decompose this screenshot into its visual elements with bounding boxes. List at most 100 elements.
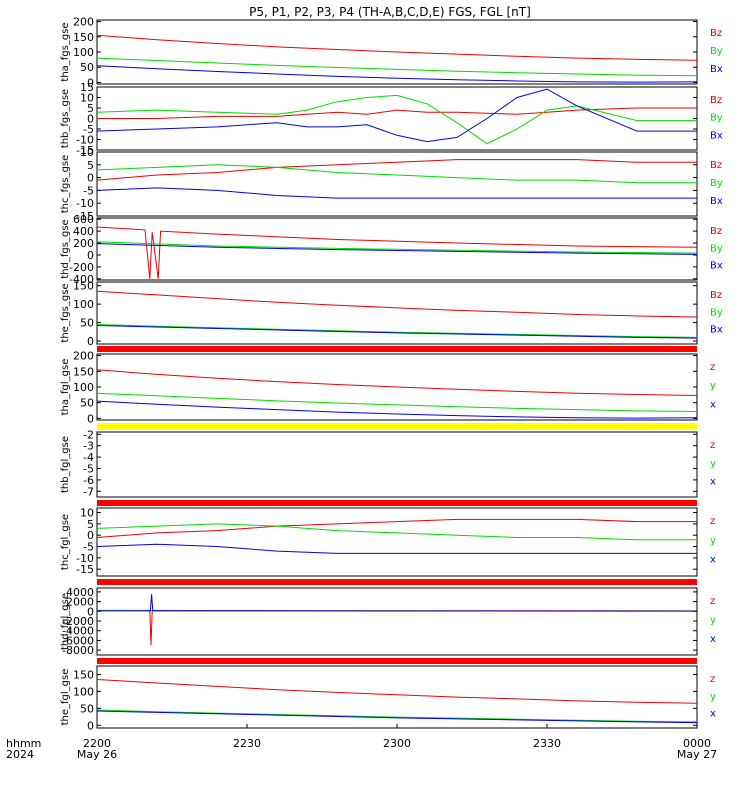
y-tick-label: -8000 xyxy=(62,644,94,657)
legend-entry: By xyxy=(710,178,723,189)
legend-entry: z xyxy=(710,516,715,527)
series-line-Bx xyxy=(96,65,698,83)
y-tick-label: -6 xyxy=(83,474,94,487)
legend-entry: Bx xyxy=(710,130,723,141)
series-line-Bx xyxy=(96,243,698,255)
date-label-start: May 26 xyxy=(77,748,117,761)
y-tick-label: 400 xyxy=(73,225,94,238)
time-axis: hhmm 2024 2200 2230 2300 2330 0000 May 26 May … xyxy=(6,724,717,761)
y-axis-label: thc_fgs_gse xyxy=(60,155,71,214)
series-line-x xyxy=(96,543,697,554)
y-axis-label: thb_fgs_gse xyxy=(60,89,71,148)
series-line-By xyxy=(96,57,698,77)
y-tick-label: -10 xyxy=(76,197,94,210)
overlay-bar xyxy=(97,423,697,430)
y-tick-label: 2000 xyxy=(66,596,94,609)
x-tick-label: 2200 xyxy=(83,737,111,750)
y-tick-label: 5 xyxy=(87,518,94,531)
y-tick-label: -7 xyxy=(83,485,94,498)
y-tick-label: -4 xyxy=(83,451,94,464)
legend-entry: By xyxy=(710,46,723,57)
series-line-z xyxy=(96,679,698,704)
series-line-z xyxy=(96,369,698,396)
y-tick-label: 0 xyxy=(87,719,94,732)
y-tick-label: 50 xyxy=(80,702,94,715)
y-tick-label: 150 xyxy=(73,365,94,378)
series-line-Bx xyxy=(96,187,697,199)
y-axis-label: thc_fgl_gse xyxy=(60,514,71,570)
overlay-bar xyxy=(97,346,697,352)
legend-entry: y xyxy=(710,381,716,392)
legend-entry: x xyxy=(710,477,716,488)
legend-entry: By xyxy=(710,307,723,318)
legend-entry: y xyxy=(710,535,716,546)
legend-entry: Bz xyxy=(710,290,722,301)
y-tick-label: 0 xyxy=(87,529,94,542)
y-tick-label: -5 xyxy=(83,541,94,554)
series-line-y xyxy=(96,392,698,413)
panel-frame xyxy=(96,151,698,217)
series-line-Bz xyxy=(96,226,698,279)
y-tick-label: -200 xyxy=(69,261,94,274)
y-tick-label: 100 xyxy=(73,685,94,698)
series-line-y xyxy=(96,523,697,541)
legend-entry: x xyxy=(710,555,716,566)
y-tick-label: 5 xyxy=(87,159,94,172)
y-tick-label: 0 xyxy=(87,113,94,126)
panel-thd_fgl_gse: -8000-6000-4000-2000020004000thd_fgl_gse… xyxy=(60,586,716,657)
y-tick-label: 0 xyxy=(87,172,94,185)
legend-entry: Bx xyxy=(710,64,723,75)
legend-entry: x xyxy=(710,634,716,645)
series-line-y xyxy=(96,709,698,723)
legend-entry: Bz xyxy=(710,226,722,237)
y-tick-label: 200 xyxy=(73,350,94,363)
y-tick-label: -15 xyxy=(76,144,94,157)
legend-entry: z xyxy=(710,596,715,607)
y-tick-label: 50 xyxy=(80,61,94,74)
series-line-Bx xyxy=(96,88,697,143)
y-axis-label: tha_fgl_gse xyxy=(60,359,71,416)
y-tick-label: 100 xyxy=(73,46,94,59)
legend-entry: Bz xyxy=(710,28,722,39)
y-tick-label: -2000 xyxy=(62,615,94,628)
series-line-z xyxy=(96,518,697,538)
legend-entry: x xyxy=(710,399,716,410)
series-line-Bz xyxy=(97,107,697,119)
overlay-bar xyxy=(97,500,697,506)
y-tick-label: 50 xyxy=(80,317,94,330)
y-tick-label: 10 xyxy=(80,92,94,105)
y-tick-label: -10 xyxy=(76,134,94,147)
legend-entry: y xyxy=(710,458,716,469)
legend-entry: Bz xyxy=(710,95,722,106)
y-tick-label: 600 xyxy=(73,213,94,226)
series-line-By xyxy=(96,241,698,254)
y-tick-label: 0 xyxy=(87,412,94,425)
plot-title: P5, P1, P2, P3, P4 (TH-A,B,C,D,E) FGS, F… xyxy=(249,5,531,19)
y-tick-label: 100 xyxy=(73,298,94,311)
overlay-bar xyxy=(97,579,697,585)
y-tick-label: 150 xyxy=(73,31,94,44)
legend-entry: z xyxy=(710,362,715,373)
y-axis-label: the_fgl_gse xyxy=(60,669,71,726)
legend-entry: By xyxy=(710,243,723,254)
overlay-bar xyxy=(97,658,697,664)
panel-frame xyxy=(96,431,698,498)
y-tick-label: 10 xyxy=(80,146,94,159)
time-axis-label-year: 2024 xyxy=(6,748,34,761)
series-line-By xyxy=(96,323,698,338)
legend-entry: y xyxy=(710,691,716,702)
panel-thb_fgl_gse: -7-6-5-4-3-2 thb_fgl_gse zyx xyxy=(60,428,716,498)
y-tick-label: -5 xyxy=(83,462,94,475)
y-tick-label: -6000 xyxy=(62,634,94,647)
panel-frame xyxy=(96,665,698,729)
panel-frame xyxy=(96,507,698,577)
panel-frame xyxy=(96,281,698,345)
series-line-z xyxy=(97,609,698,646)
